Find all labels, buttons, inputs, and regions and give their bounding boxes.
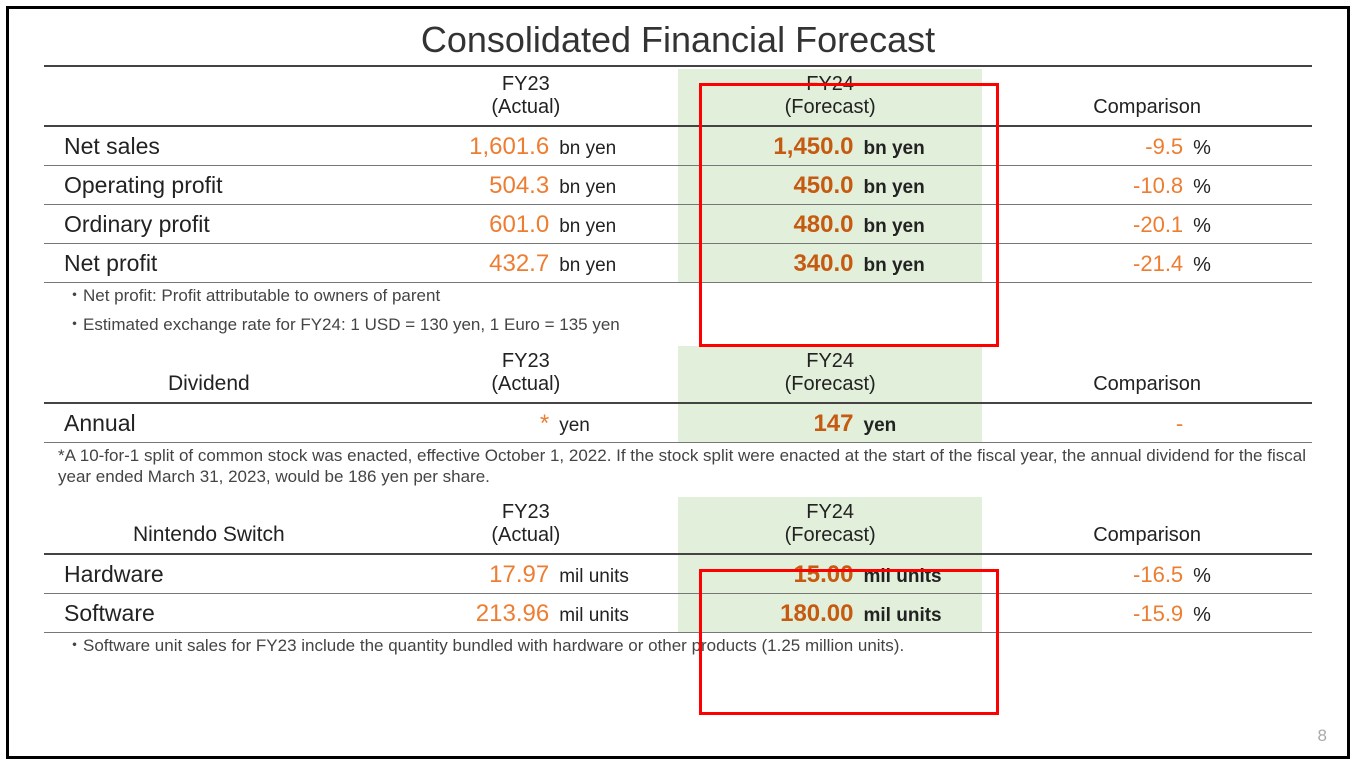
- col-header-fy24: FY24(Forecast): [678, 346, 982, 403]
- fy23-value: *: [374, 403, 552, 443]
- comparison-value: -21.4: [982, 244, 1185, 283]
- comparison-value: -10.8: [982, 166, 1185, 205]
- fy23-value: 504.3: [374, 166, 552, 205]
- comparison-unit: %: [1185, 554, 1312, 594]
- fy23-unit: bn yen: [551, 126, 678, 166]
- table-row: Hardware17.97mil units15.00mil units-16.…: [44, 554, 1312, 594]
- title-rule: [44, 65, 1312, 67]
- fy24-value: 1,450.0: [678, 126, 856, 166]
- fy23-value: 601.0: [374, 205, 552, 244]
- fy23-value: 17.97: [374, 554, 552, 594]
- fy23-unit: bn yen: [551, 205, 678, 244]
- col-header-fy24: FY24(Forecast): [678, 69, 982, 126]
- fy23-unit: bn yen: [551, 244, 678, 283]
- comparison-value: -20.1: [982, 205, 1185, 244]
- fy23-unit: bn yen: [551, 166, 678, 205]
- table-row: Net profit432.7bn yen340.0bn yen-21.4%: [44, 244, 1312, 283]
- fy24-value: 480.0: [678, 205, 856, 244]
- switch-tbody: Hardware17.97mil units15.00mil units-16.…: [44, 554, 1312, 633]
- fy23-unit: mil units: [551, 554, 678, 594]
- financials-tbody: Net sales1,601.6bn yen1,450.0bn yen-9.5%…: [44, 126, 1312, 283]
- row-label: Hardware: [44, 554, 374, 594]
- col-header-fy23: FY23(Actual): [374, 69, 678, 126]
- comparison-value: -9.5: [982, 126, 1185, 166]
- fy24-value: 147: [678, 403, 856, 443]
- page-title: Consolidated Financial Forecast: [44, 19, 1312, 61]
- fy24-unit: bn yen: [856, 126, 983, 166]
- financials-note-1: ・Net profit: Profit attributable to owne…: [44, 283, 1312, 312]
- fy23-value: 213.96: [374, 594, 552, 633]
- row-label: Annual: [44, 403, 374, 443]
- fy24-unit: bn yen: [856, 205, 983, 244]
- comparison-unit: %: [1185, 166, 1312, 205]
- fy24-unit: bn yen: [856, 166, 983, 205]
- slide-frame: Consolidated Financial Forecast FY23(Act…: [6, 6, 1350, 759]
- dividend-table: Dividend FY23(Actual) FY24(Forecast) Com…: [44, 346, 1312, 443]
- col-header-fy23: FY23(Actual): [374, 346, 678, 403]
- section-label-switch: Nintendo Switch: [44, 497, 374, 554]
- col-header-comparison: Comparison: [982, 497, 1312, 554]
- table-header-row: Nintendo Switch FY23(Actual) FY24(Foreca…: [44, 497, 1312, 554]
- col-header-fy24: FY24(Forecast): [678, 497, 982, 554]
- comparison-unit: %: [1185, 594, 1312, 633]
- fy24-value: 180.00: [678, 594, 856, 633]
- table-row: Annual*yen147yen-: [44, 403, 1312, 443]
- row-label: Net sales: [44, 126, 374, 166]
- table-row: Ordinary profit601.0bn yen480.0bn yen-20…: [44, 205, 1312, 244]
- financials-table: FY23(Actual) FY24(Forecast) Comparison N…: [44, 69, 1312, 283]
- row-label: Ordinary profit: [44, 205, 374, 244]
- fy24-unit: mil units: [856, 594, 983, 633]
- fy24-unit: yen: [856, 403, 983, 443]
- comparison-value: -: [982, 403, 1185, 443]
- section-label-dividend: Dividend: [44, 346, 374, 403]
- comparison-value: -15.9: [982, 594, 1185, 633]
- switch-note: ・Software unit sales for FY23 include th…: [44, 633, 1312, 662]
- dividend-note: *A 10-for-1 split of common stock was en…: [44, 443, 1312, 494]
- fy24-value: 340.0: [678, 244, 856, 283]
- table-header-row: FY23(Actual) FY24(Forecast) Comparison: [44, 69, 1312, 126]
- fy24-unit: mil units: [856, 554, 983, 594]
- col-header-comparison: Comparison: [982, 69, 1312, 126]
- comparison-unit: [1185, 403, 1312, 443]
- financials-note-2: ・Estimated exchange rate for FY24: 1 USD…: [44, 312, 1312, 341]
- comparison-unit: %: [1185, 244, 1312, 283]
- row-label: Software: [44, 594, 374, 633]
- row-label: Net profit: [44, 244, 374, 283]
- dividend-tbody: Annual*yen147yen-: [44, 403, 1312, 443]
- col-header-comparison: Comparison: [982, 346, 1312, 403]
- table-header-row: Dividend FY23(Actual) FY24(Forecast) Com…: [44, 346, 1312, 403]
- table-row: Operating profit504.3bn yen450.0bn yen-1…: [44, 166, 1312, 205]
- page-number: 8: [1318, 726, 1327, 746]
- col-header-fy23: FY23(Actual): [374, 497, 678, 554]
- row-label: Operating profit: [44, 166, 374, 205]
- comparison-value: -16.5: [982, 554, 1185, 594]
- fy24-value: 450.0: [678, 166, 856, 205]
- comparison-unit: %: [1185, 205, 1312, 244]
- fy24-value: 15.00: [678, 554, 856, 594]
- table-row: Software213.96mil units180.00mil units-1…: [44, 594, 1312, 633]
- fy23-unit: yen: [551, 403, 678, 443]
- fy23-value: 1,601.6: [374, 126, 552, 166]
- switch-table: Nintendo Switch FY23(Actual) FY24(Foreca…: [44, 497, 1312, 633]
- comparison-unit: %: [1185, 126, 1312, 166]
- fy23-unit: mil units: [551, 594, 678, 633]
- fy23-value: 432.7: [374, 244, 552, 283]
- fy24-unit: bn yen: [856, 244, 983, 283]
- table-row: Net sales1,601.6bn yen1,450.0bn yen-9.5%: [44, 126, 1312, 166]
